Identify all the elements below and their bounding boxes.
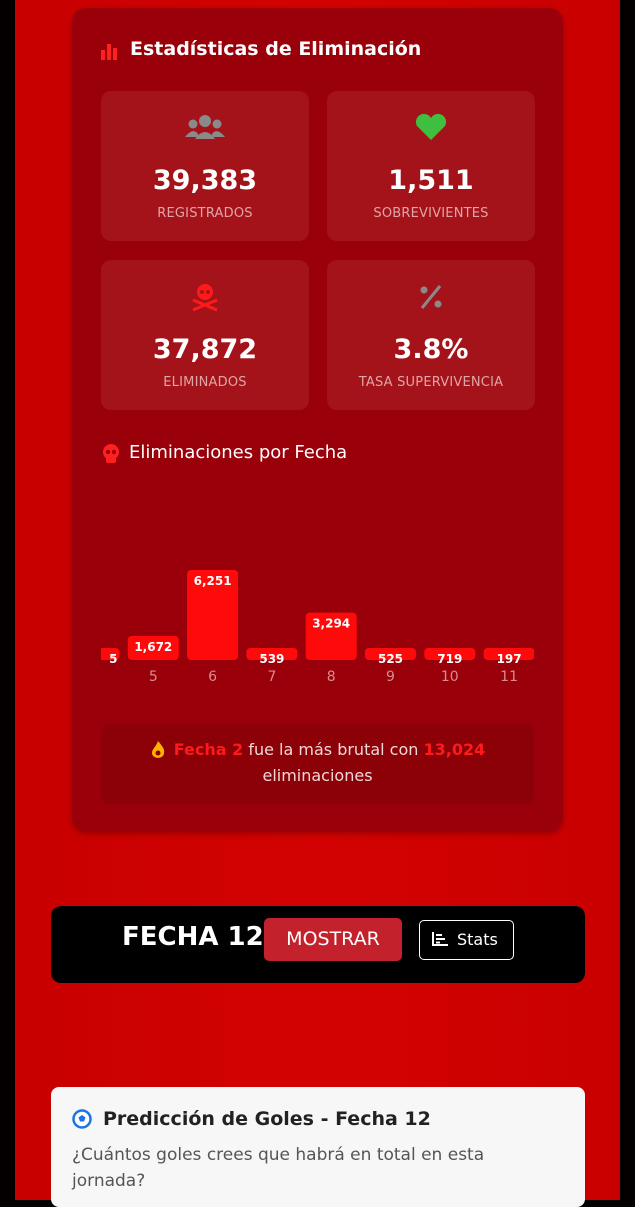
stat-box: 3.8% TASA SUPERVIVENCIA bbox=[327, 260, 535, 410]
callout-line: Fecha 2 fue la más brutal con 13,024 bbox=[101, 724, 534, 763]
bar-chart: 5 1,672 5 6,251 6 539 7 3,294 8 525 9 719 10 197 11 bbox=[101, 570, 534, 685]
stat-label: ELIMINADOS bbox=[163, 375, 247, 390]
stats-button[interactable]: Stats bbox=[419, 920, 514, 960]
callout-count: 13,024 bbox=[423, 740, 486, 759]
stat-value: 39,383 bbox=[152, 165, 258, 196]
card-title: Estadísticas de Eliminación bbox=[130, 38, 422, 60]
ball-icon bbox=[72, 1109, 92, 1129]
stats-label: Stats bbox=[457, 930, 498, 949]
bar-value-label: 197 bbox=[497, 652, 522, 666]
bar bbox=[246, 648, 298, 660]
stat-value: 1,511 bbox=[388, 165, 474, 196]
callout-text: eliminaciones bbox=[262, 766, 373, 785]
stat-box: 37,872 ELIMINADOS bbox=[101, 260, 309, 410]
stats-icon bbox=[432, 932, 448, 946]
heart-icon bbox=[415, 113, 447, 140]
bar-value-label: 3,294 bbox=[312, 617, 350, 631]
fire-icon bbox=[151, 741, 164, 758]
stat-box: 1,511 SOBREVIVIENTES bbox=[327, 91, 535, 241]
bar bbox=[127, 635, 179, 660]
bar bbox=[305, 612, 357, 660]
chart-title: Eliminaciones por Fecha bbox=[129, 442, 348, 463]
chart-icon bbox=[101, 44, 117, 60]
callout-text: fue la más brutal con bbox=[248, 740, 419, 759]
percent-icon bbox=[420, 285, 442, 309]
bar bbox=[365, 648, 416, 660]
stat-box: 39,383 REGISTRADOS bbox=[101, 91, 309, 241]
bar-value-label: 539 bbox=[259, 652, 284, 666]
bar-value-label: 525 bbox=[378, 652, 403, 666]
x-tick-label: 9 bbox=[386, 669, 395, 685]
skull-icon bbox=[103, 444, 119, 463]
stat-label: REGISTRADOS bbox=[157, 206, 253, 221]
bar bbox=[187, 570, 239, 660]
bar-value-label: 1,672 bbox=[134, 640, 172, 654]
x-tick-label: 5 bbox=[149, 669, 158, 685]
x-tick-label: 7 bbox=[267, 669, 276, 685]
x-tick-label: 6 bbox=[208, 669, 217, 685]
callout-fecha: Fecha 2 bbox=[173, 740, 244, 759]
prediction-card bbox=[51, 1087, 585, 1207]
bar bbox=[483, 648, 534, 660]
x-tick-label: 11 bbox=[500, 669, 518, 685]
x-tick-label: 8 bbox=[327, 669, 336, 685]
bar bbox=[101, 648, 120, 660]
bar-value-label: 5 bbox=[109, 652, 117, 666]
stat-label: SOBREVIVIENTES bbox=[373, 206, 489, 221]
bar-value-label: 719 bbox=[437, 652, 462, 666]
stat-value: 37,872 bbox=[152, 334, 258, 365]
show-button[interactable]: MOSTRAR bbox=[264, 918, 402, 961]
callout: Fecha 2 fue la más brutal con 13,024 eli… bbox=[101, 724, 534, 804]
x-tick-label: 10 bbox=[441, 669, 459, 685]
bar-value-label: 6,251 bbox=[194, 574, 232, 588]
bar bbox=[424, 648, 476, 660]
users-icon bbox=[185, 115, 225, 139]
prediction-question: ¿Cuántos goles crees que habrá en total … bbox=[72, 1145, 485, 1191]
prediction-title: Predicción de Goles - Fecha 12 bbox=[103, 1108, 431, 1130]
fecha-title: FECHA 12 bbox=[122, 922, 264, 952]
stat-label: TASA SUPERVIVENCIA bbox=[358, 375, 504, 390]
stat-value: 3.8% bbox=[393, 334, 469, 365]
skull-icon bbox=[192, 284, 218, 312]
